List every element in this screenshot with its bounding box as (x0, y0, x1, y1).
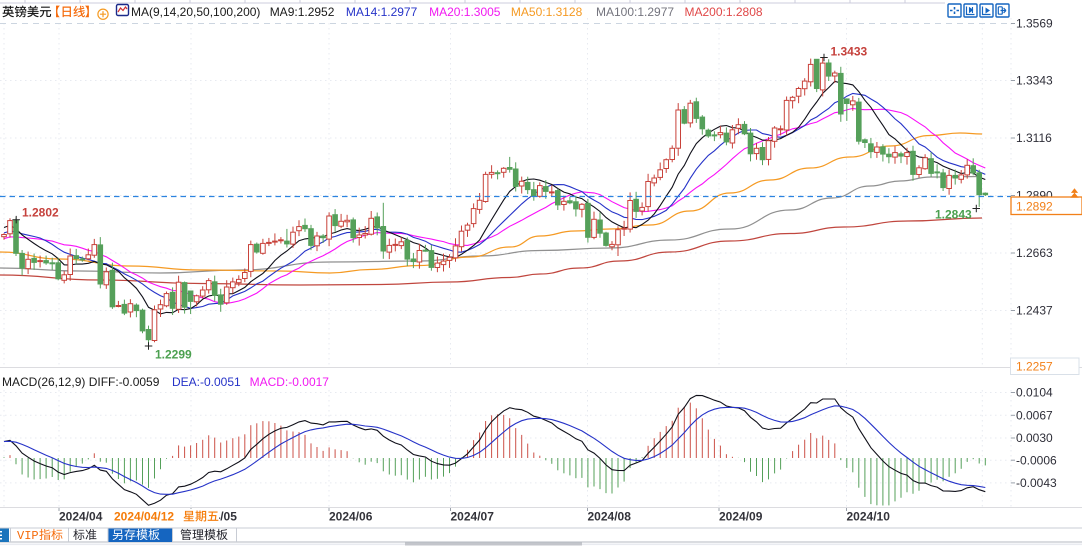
svg-text:DEA:-0.0051: DEA:-0.0051 (172, 375, 241, 389)
svg-text:MA50:1.3128: MA50:1.3128 (511, 5, 583, 19)
svg-text:2024/06: 2024/06 (329, 510, 373, 524)
svg-text:2024/04/12: 2024/04/12 (114, 510, 174, 524)
svg-text:MA14:1.2977: MA14:1.2977 (346, 5, 418, 19)
svg-text:VIP: VIP (17, 529, 39, 543)
svg-text:MA100:1.2977: MA100:1.2977 (596, 5, 674, 19)
svg-text:1.3433: 1.3433 (831, 45, 868, 59)
svg-text:MA200:1.2808: MA200:1.2808 (685, 5, 763, 19)
svg-text:1.3343: 1.3343 (1016, 74, 1053, 88)
svg-text:1.2892: 1.2892 (1016, 200, 1053, 214)
svg-text:1.3116: 1.3116 (1016, 131, 1052, 145)
svg-text:0.0104: 0.0104 (1016, 386, 1053, 400)
svg-text:1.2843: 1.2843 (935, 208, 972, 222)
svg-text:-0.0006: -0.0006 (1016, 453, 1057, 467)
svg-text:MA(9,14,20,50,100,200): MA(9,14,20,50,100,200) (131, 5, 260, 19)
svg-text:1.2299: 1.2299 (155, 348, 192, 362)
svg-text:2024/10: 2024/10 (847, 510, 891, 524)
svg-text:MA9:1.2952: MA9:1.2952 (270, 5, 335, 19)
svg-text:MACD:-0.0017: MACD:-0.0017 (250, 375, 330, 389)
svg-text:1.2437: 1.2437 (1016, 304, 1053, 318)
svg-text:2024/08: 2024/08 (588, 510, 632, 524)
svg-text:0.0030: 0.0030 (1016, 431, 1053, 445)
svg-text:MA20:1.3005: MA20:1.3005 (429, 5, 501, 19)
svg-text:1.2663: 1.2663 (1016, 246, 1053, 260)
svg-text:0.0067: 0.0067 (1016, 409, 1053, 423)
svg-text:1.2802: 1.2802 (22, 206, 59, 220)
svg-text:-0.0043: -0.0043 (1016, 476, 1057, 490)
svg-text:2024/09: 2024/09 (719, 510, 763, 524)
svg-text:2024/07: 2024/07 (451, 510, 495, 524)
svg-text:2024/04: 2024/04 (59, 510, 103, 524)
svg-text:MACD(26,12,9) DIFF:-0.0059: MACD(26,12,9) DIFF:-0.0059 (2, 375, 160, 389)
svg-text:1.3569: 1.3569 (1016, 17, 1053, 31)
svg-text:1.2257: 1.2257 (1016, 360, 1053, 374)
